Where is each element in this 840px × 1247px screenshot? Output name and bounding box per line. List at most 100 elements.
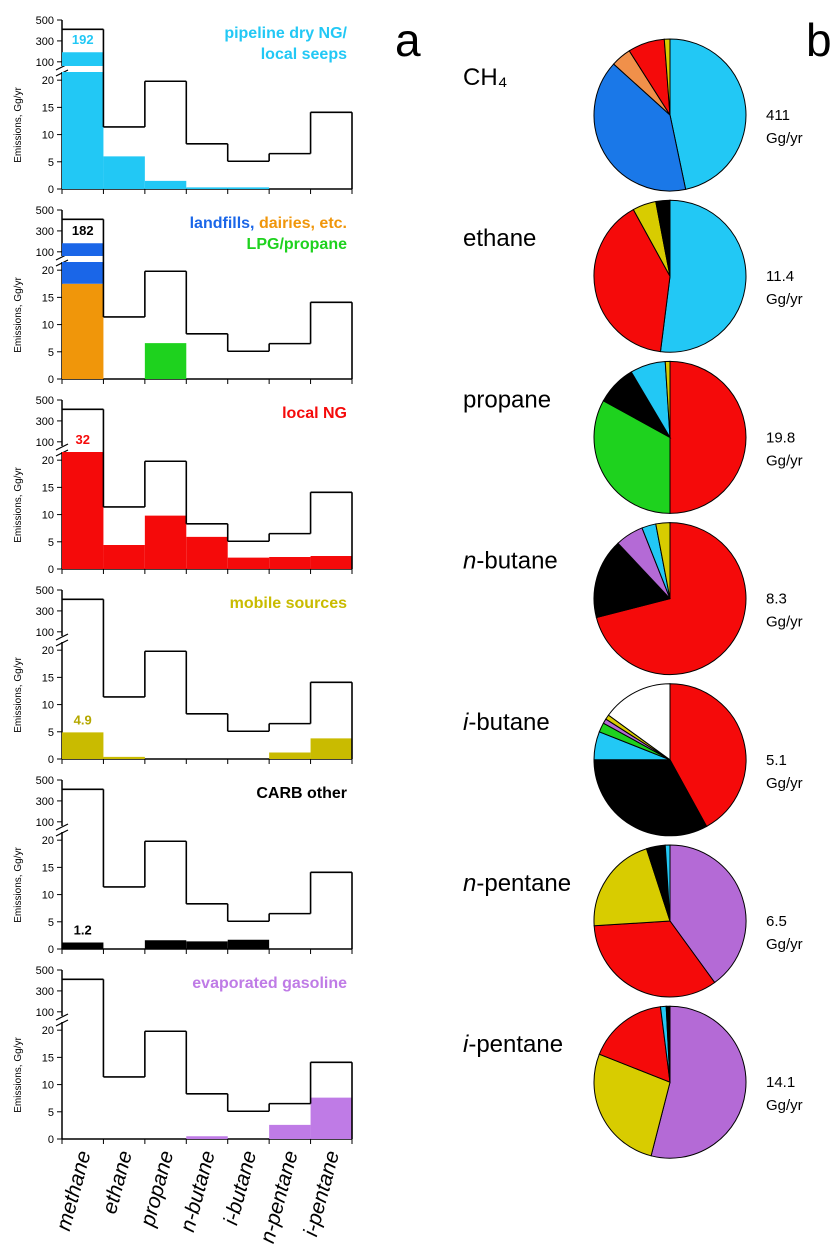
y-tick-label: 100 — [36, 437, 54, 449]
y-tick-label: 10 — [42, 1080, 54, 1092]
y-tick-label: 500 — [36, 15, 54, 27]
legend-entry: CARB other — [256, 785, 347, 802]
bar — [62, 243, 104, 284]
pie-slice — [669, 360, 747, 514]
bar — [103, 756, 145, 759]
pie-slice — [593, 542, 671, 619]
y-tick-label: 20 — [42, 75, 54, 87]
annotation: 4.9 — [74, 712, 92, 727]
pie-label: propane — [463, 386, 551, 413]
bar — [269, 557, 311, 569]
pie-label: CH₄ — [463, 64, 507, 91]
bar — [103, 156, 145, 189]
bar — [186, 1136, 228, 1139]
y-tick-label: 100 — [36, 817, 54, 829]
y-tick-label: 300 — [36, 416, 54, 428]
y-tick-label: 10 — [42, 510, 54, 522]
bar — [227, 939, 270, 949]
y-axis-label: Emissions, Gg/yr — [13, 87, 24, 163]
y-tick-label: 5 — [48, 917, 54, 929]
subplot-title: CARB other — [47, 783, 347, 804]
bar — [186, 187, 228, 189]
pie-slice — [659, 199, 747, 353]
bar — [62, 52, 104, 190]
pie-slice — [669, 38, 747, 190]
axis-break — [55, 1013, 69, 1021]
pie-slice — [593, 400, 671, 514]
y-tick-label: 100 — [36, 57, 54, 69]
pie-slice — [655, 522, 671, 599]
pie-total: 11.4 — [766, 268, 794, 285]
axis-break — [55, 443, 69, 451]
subplot-title: evaporated gasoline — [47, 973, 347, 994]
y-axis-label: Emissions, Gg/yr — [13, 657, 24, 733]
y-tick-label: 0 — [48, 944, 54, 956]
y-tick-label: 10 — [42, 320, 54, 332]
y-tick-label: 5 — [48, 537, 54, 549]
bar — [227, 187, 270, 189]
panel-label: a — [395, 14, 421, 66]
panel-label: b — [806, 14, 832, 66]
y-tick-label: 15 — [42, 1052, 54, 1064]
axis-break — [55, 1019, 69, 1027]
pie-label: n-butane — [463, 548, 558, 575]
axis-break — [55, 823, 69, 831]
pie-total-unit: Gg/yr — [766, 775, 803, 792]
y-axis-label: Emissions, Gg/yr — [13, 1037, 24, 1113]
bar — [103, 545, 145, 569]
y-tick-label: 20 — [42, 455, 54, 467]
legend-entry: pipeline dry NG/ local seeps — [224, 25, 347, 63]
pie-slice — [664, 844, 671, 922]
bar — [310, 555, 352, 569]
x-tick-label: propane — [136, 1148, 178, 1229]
pie-slice — [655, 199, 671, 277]
pie-slice — [593, 920, 716, 998]
y-tick-label: 300 — [36, 226, 54, 238]
pie-total: 8.3 — [766, 591, 787, 608]
y-tick-label: 15 — [42, 482, 54, 494]
y-tick-label: 500 — [36, 585, 54, 597]
bar — [269, 1124, 311, 1139]
y-tick-label: 300 — [36, 606, 54, 618]
y-tick-label: 300 — [36, 796, 54, 808]
pie-slice — [593, 1053, 671, 1157]
pie-label: n-pentane — [463, 870, 571, 897]
pie-total: 6.5 — [766, 913, 787, 930]
axis-break — [55, 633, 69, 641]
y-tick-label: 0 — [48, 184, 54, 196]
pie-slice — [669, 844, 747, 984]
subplot-title: mobile sources — [47, 593, 347, 614]
bar — [62, 732, 104, 759]
y-tick-label: 100 — [36, 627, 54, 639]
pie-slice — [593, 848, 671, 927]
y-axis-label: Emissions, Gg/yr — [13, 467, 24, 543]
y-tick-label: 10 — [42, 700, 54, 712]
annotation: 192 — [72, 32, 94, 47]
pie-slice — [650, 1005, 747, 1159]
y-tick-label: 15 — [42, 292, 54, 304]
y-tick-label: 5 — [48, 1107, 54, 1119]
bar — [144, 180, 187, 189]
axis-break — [55, 829, 69, 837]
y-tick-label: 0 — [48, 754, 54, 766]
bar — [144, 515, 187, 569]
pie-total-unit: Gg/yr — [766, 936, 803, 953]
pie-total-unit: Gg/yr — [766, 291, 803, 308]
y-tick-label: 500 — [36, 395, 54, 407]
legend-entry: dairies, etc. — [258, 215, 347, 232]
annotation: 32 — [75, 432, 89, 447]
pie-slice — [607, 683, 671, 761]
y-tick-label: 300 — [36, 986, 54, 998]
pie-total: 411 — [766, 107, 790, 124]
y-tick-label: 20 — [42, 1025, 54, 1037]
legend-entry: LPG/propane — [246, 236, 347, 253]
pie-slice — [664, 360, 671, 438]
x-tick-label: methane — [52, 1148, 95, 1233]
pie-total: 14.1 — [766, 1074, 795, 1091]
legend-entry: evaporated gasoline — [192, 975, 347, 992]
y-tick-label: 20 — [42, 835, 54, 847]
y-axis-label: Emissions, Gg/yr — [13, 847, 24, 923]
x-tick-label: ethane — [98, 1148, 137, 1216]
y-tick-label: 500 — [36, 775, 54, 787]
